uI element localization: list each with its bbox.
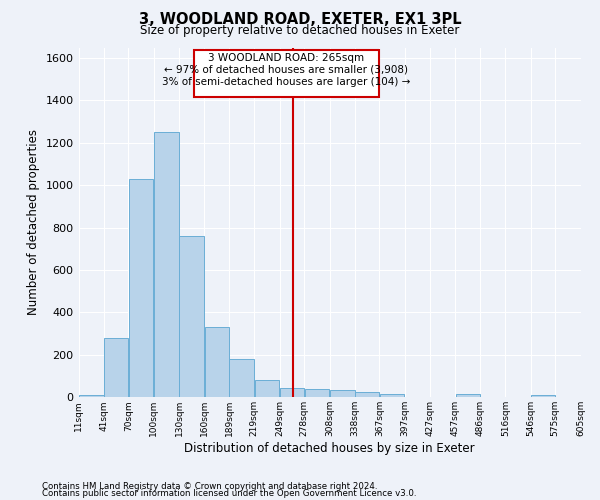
Bar (129, 179, 154, 398)
Text: Contains HM Land Registry data © Crown copyright and database right 2024.: Contains HM Land Registry data © Crown c… (42, 482, 377, 491)
Bar (280, 388, 304, 398)
X-axis label: Distribution of detached houses by size in Exeter: Distribution of detached houses by size … (184, 442, 475, 455)
Bar (154, 132, 179, 398)
Text: Size of property relative to detached houses in Exeter: Size of property relative to detached ho… (140, 24, 460, 37)
Bar (205, 328, 229, 398)
Bar (380, 394, 404, 398)
Text: Contains public sector information licensed under the Open Government Licence v3: Contains public sector information licen… (42, 489, 416, 498)
Bar (194, 50, 379, 96)
Bar (305, 389, 329, 398)
Bar (330, 390, 355, 398)
Bar (254, 380, 280, 398)
Bar (79, 395, 104, 398)
Text: ← 97% of detached houses are smaller (3,908): ← 97% of detached houses are smaller (3,… (164, 65, 409, 75)
Bar (531, 395, 555, 398)
Y-axis label: Number of detached properties: Number of detached properties (27, 130, 40, 316)
Bar (179, 236, 204, 398)
Bar (456, 394, 479, 398)
Bar (104, 338, 128, 398)
Bar (355, 392, 379, 398)
Text: 3, WOODLAND ROAD, EXETER, EX1 3PL: 3, WOODLAND ROAD, EXETER, EX1 3PL (139, 12, 461, 28)
Text: 3% of semi-detached houses are larger (104) →: 3% of semi-detached houses are larger (1… (162, 77, 410, 87)
Text: 3 WOODLAND ROAD: 265sqm: 3 WOODLAND ROAD: 265sqm (208, 52, 364, 62)
Bar (229, 359, 254, 398)
